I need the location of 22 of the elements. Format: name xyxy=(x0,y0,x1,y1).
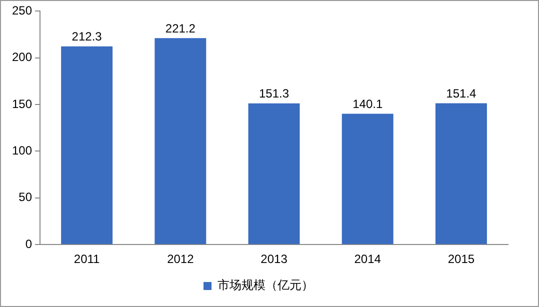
bar xyxy=(435,103,487,244)
y-tick-label: 250 xyxy=(12,4,32,18)
x-tick-label: 2015 xyxy=(448,252,475,266)
x-tick-label: 2012 xyxy=(167,252,194,266)
x-tick-label: 2011 xyxy=(74,252,100,266)
bar xyxy=(342,114,394,244)
data-label: 151.3 xyxy=(258,86,290,101)
y-tick-label: 150 xyxy=(12,96,32,111)
data-label: 221.2 xyxy=(165,21,196,36)
bar xyxy=(61,46,113,244)
y-tick-label: 0 xyxy=(25,236,32,251)
x-tick-label: 2014 xyxy=(354,252,382,266)
data-label: 151.4 xyxy=(446,86,477,101)
bar xyxy=(154,38,206,244)
x-tick-label: 2013 xyxy=(260,252,288,266)
data-label: 140.1 xyxy=(352,97,383,112)
y-tick-label: 100 xyxy=(12,144,32,158)
y-tick-label: 200 xyxy=(12,50,32,64)
bar xyxy=(248,103,300,244)
legend-label: 市场规模（亿元） xyxy=(218,278,314,292)
data-label: 212.3 xyxy=(72,30,102,44)
y-tick-label: 50 xyxy=(18,190,32,204)
